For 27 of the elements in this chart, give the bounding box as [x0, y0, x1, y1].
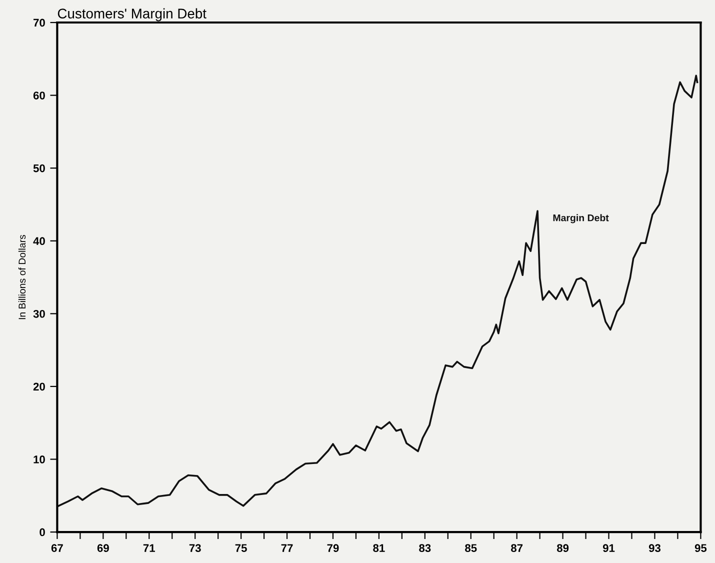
- x-tick-label: 93: [648, 544, 661, 552]
- y-tick-label: 20: [33, 382, 45, 391]
- y-tick-label: 60: [33, 92, 45, 100]
- x-tick-label: 81: [373, 544, 385, 552]
- x-tick-label: 69: [97, 544, 109, 552]
- x-tick-label: 73: [189, 544, 201, 552]
- x-tick-label: 85: [465, 544, 477, 552]
- y-tick-label: 0: [40, 528, 45, 536]
- y-tick-label: 40: [33, 237, 45, 246]
- x-tick-label: 67: [51, 544, 63, 552]
- y-tick-label: 50: [33, 164, 45, 172]
- x-tick-label: 75: [235, 544, 247, 552]
- chart-title: Customers' Margin Debt: [58, 8, 206, 22]
- x-tick-label: 71: [143, 544, 155, 552]
- x-tick-label: 95: [694, 544, 707, 552]
- x-tick-label: 87: [511, 544, 523, 552]
- x-tick-label: 91: [602, 544, 615, 552]
- series-label: Margin Debt: [553, 214, 609, 224]
- x-tick-label: 83: [419, 544, 431, 552]
- y-tick-label: 10: [34, 456, 45, 464]
- y-axis-title: In Billions of Dollars: [18, 234, 26, 320]
- y-tick-label: 70: [34, 18, 45, 27]
- x-tick-label: 77: [281, 544, 293, 552]
- line-series: [57, 74, 698, 508]
- x-tick-label: 89: [556, 544, 569, 552]
- y-tick-label: 30: [33, 310, 45, 318]
- x-tick-label: 79: [327, 544, 339, 552]
